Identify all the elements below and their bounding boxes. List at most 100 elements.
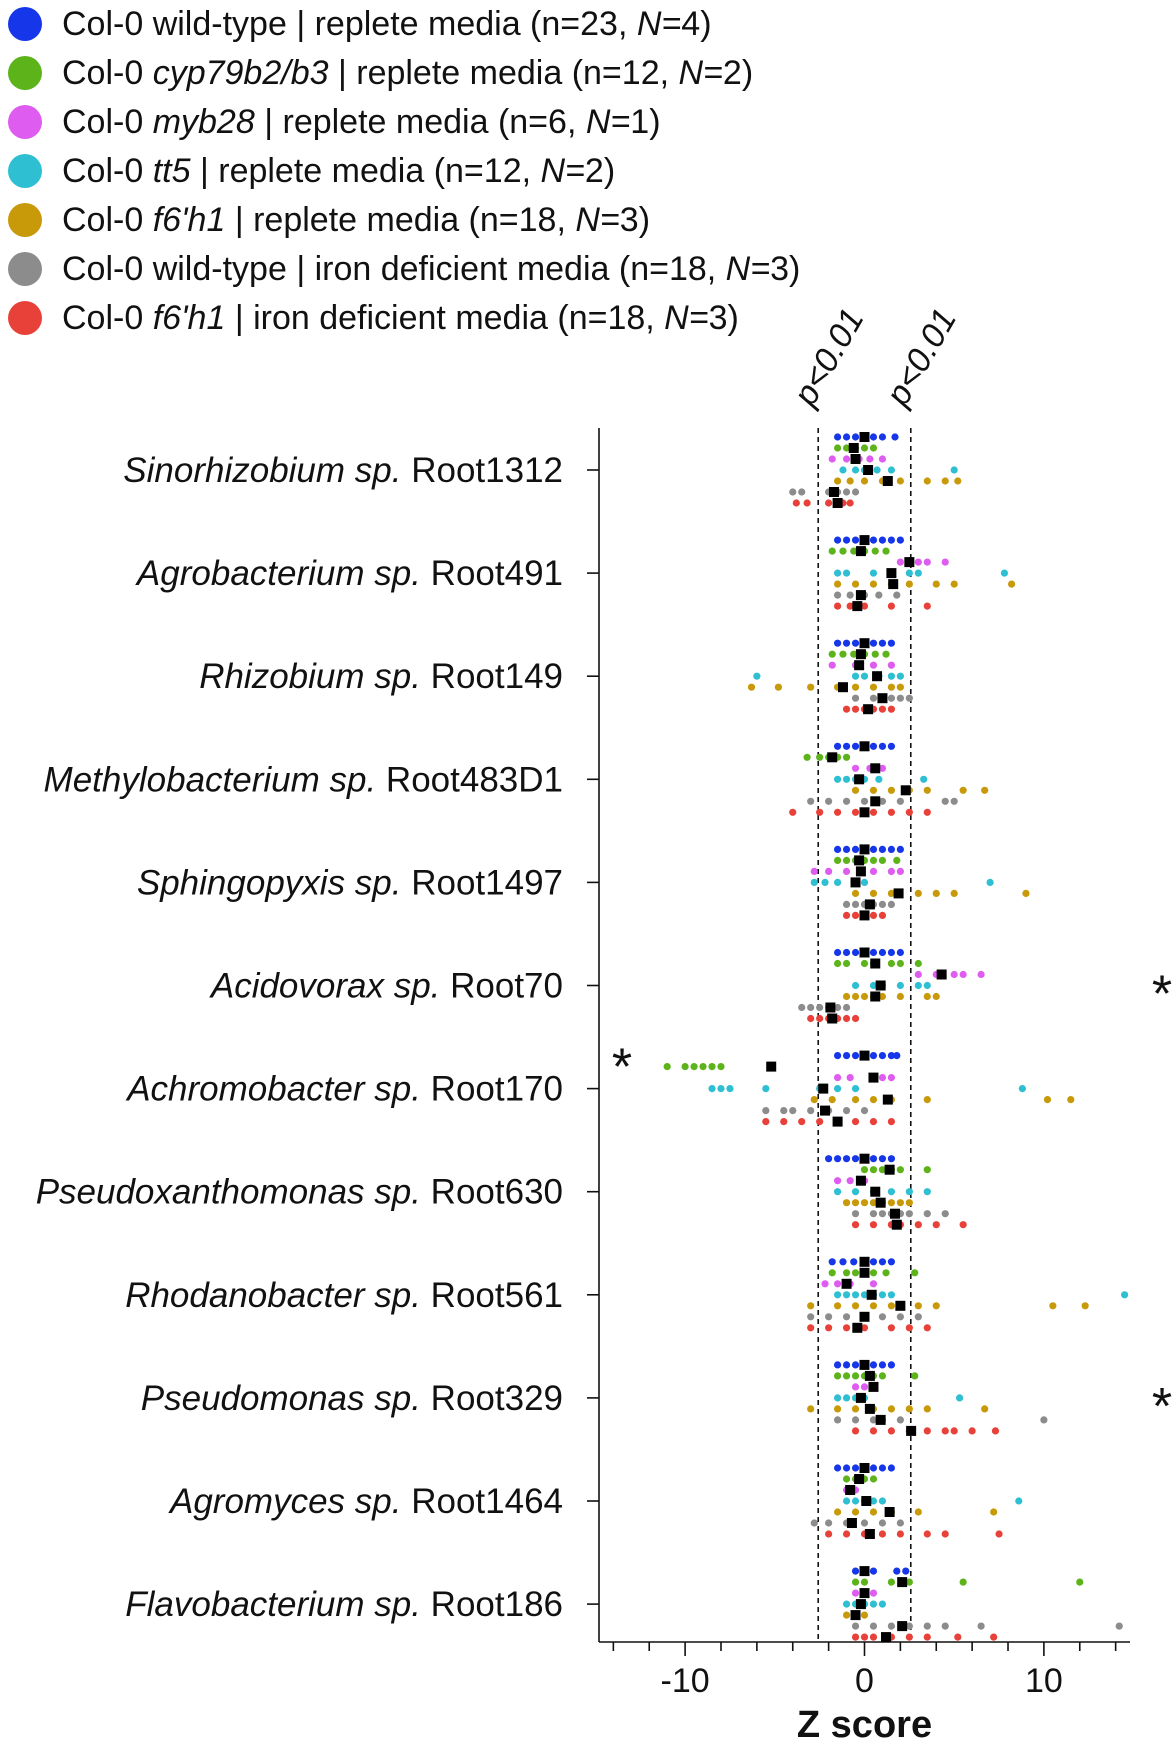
group-mean-marker: [859, 1256, 870, 1267]
category-label: Agromyces sp. Root1464: [168, 1482, 563, 1521]
data-point: [851, 1052, 860, 1060]
category-label: Rhodanobacter sp. Root561: [125, 1276, 563, 1315]
data-point: [816, 753, 824, 761]
data-point: [825, 1530, 833, 1538]
data-point: [807, 797, 815, 805]
group-mean-marker: [845, 1485, 856, 1495]
legend-label: Col-0 myb28 | replete media (n=6, N=1): [62, 103, 661, 142]
category-strain: Root1312: [411, 451, 563, 490]
legend-label: Col-0 wild-type | iron deficient media (…: [62, 250, 800, 289]
data-point: [869, 683, 878, 691]
data-point: [699, 1063, 707, 1071]
data-point: [860, 672, 869, 680]
data-point: [887, 1118, 896, 1126]
data-point: [833, 1177, 842, 1185]
data-point: [869, 1464, 878, 1472]
data-point: [887, 786, 896, 794]
group-mean-marker: [868, 1072, 879, 1083]
data-point: [941, 1622, 949, 1630]
category-genus: Agromyces sp.: [168, 1482, 411, 1521]
data-point: [887, 1405, 896, 1413]
group-mean-marker: [882, 1094, 893, 1105]
data-point: [869, 1258, 878, 1266]
data-point: [803, 753, 811, 761]
category-genus: Rhizobium sp.: [199, 657, 430, 696]
group-mean-marker: [850, 454, 861, 464]
data-point: [860, 602, 869, 610]
group-mean-marker: [855, 590, 866, 601]
group-mean-marker: [897, 1621, 908, 1632]
data-point: [887, 466, 896, 474]
group-mean-marker: [870, 796, 881, 807]
data-point: [846, 602, 854, 610]
data-point: [825, 867, 833, 876]
data-point: [911, 1269, 919, 1277]
group-mean-marker: [855, 866, 866, 877]
data-point: [1000, 569, 1009, 577]
group-mean-marker: [846, 1518, 857, 1528]
legend-label: Col-0 wild-type | replete media (n=23, N…: [62, 5, 712, 44]
legend-entry: Col-0 tt5 | replete media (n=12, N=2): [0, 147, 615, 195]
data-point: [833, 1003, 842, 1012]
data-point: [932, 1221, 940, 1229]
group-mean-marker: [859, 1588, 870, 1599]
legend-genotype: wild-type: [152, 4, 287, 43]
data-point: [923, 1427, 931, 1435]
group-mean-marker: [868, 1381, 879, 1392]
data-point: [810, 1519, 818, 1527]
group-mean-marker: [863, 704, 874, 715]
data-point: [851, 1210, 860, 1218]
data-point: [717, 1063, 725, 1071]
group-mean-marker: [870, 991, 881, 1002]
data-point: [1067, 1096, 1075, 1104]
data-point: [860, 1633, 869, 1641]
data-point: [816, 808, 824, 816]
data-point: [869, 742, 878, 750]
data-point: [839, 547, 847, 555]
data-point: [887, 1052, 896, 1060]
data-point: [923, 1324, 931, 1332]
data-point: [842, 856, 851, 865]
legend-color-swatch: [8, 252, 42, 286]
data-point: [941, 797, 949, 805]
data-point: [878, 1464, 887, 1472]
data-point: [851, 1405, 860, 1413]
data-point: [887, 705, 896, 713]
data-point: [869, 1600, 878, 1608]
data-point: [833, 1155, 842, 1163]
data-point: [828, 650, 836, 658]
data-point: [991, 1427, 1000, 1435]
group-mean-marker: [906, 1425, 917, 1436]
data-point: [990, 1633, 998, 1641]
data-point: [851, 1155, 860, 1163]
data-point: [887, 1155, 896, 1163]
legend-prefix: Col-0: [62, 298, 153, 337]
data-point: [878, 455, 887, 463]
data-point: [896, 477, 904, 485]
data-point: [851, 1014, 860, 1023]
data-point: [878, 639, 887, 647]
data-point: [842, 1372, 851, 1380]
data-point: [842, 1155, 851, 1163]
group-mean-marker: [886, 568, 897, 579]
data-point: [833, 1052, 842, 1060]
data-point: [887, 639, 896, 647]
data-point: [842, 911, 851, 920]
legend-n-value: 2: [584, 151, 604, 190]
legend-prefix: Col-0: [62, 53, 153, 92]
data-point: [860, 1324, 869, 1332]
group-mean-marker: [875, 1414, 886, 1425]
data-point: [959, 970, 967, 979]
data-point: [869, 1416, 878, 1424]
data-point: [842, 639, 851, 647]
data-point: [851, 900, 860, 909]
legend-label: Col-0 f6'h1 | iron deficient media (n=18…: [62, 299, 739, 338]
data-point: [851, 786, 860, 794]
legend-close-paren: ): [789, 249, 801, 288]
data-point: [798, 1118, 806, 1126]
data-point: [869, 808, 878, 816]
legend-prefix: Col-0: [62, 249, 153, 288]
data-point: [887, 1291, 896, 1299]
data-point: [882, 650, 890, 658]
data-point: [869, 786, 878, 794]
